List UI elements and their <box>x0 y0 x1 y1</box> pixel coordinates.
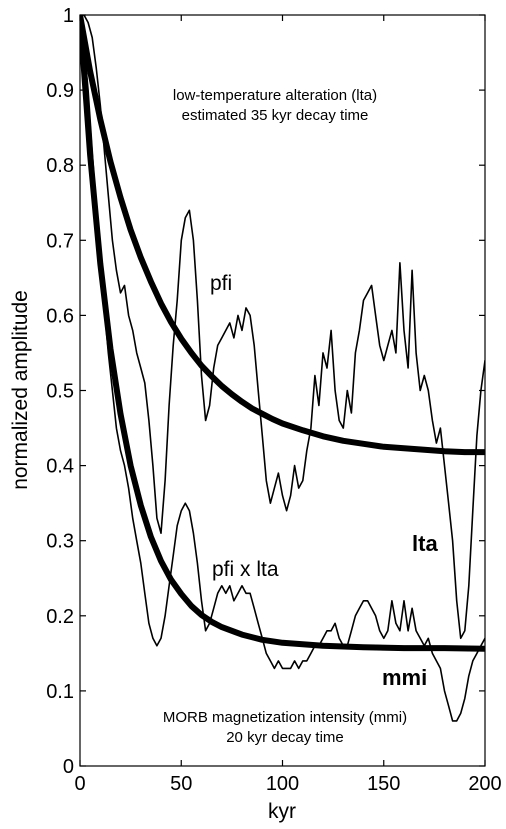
y-tick-label: 0.5 <box>46 381 74 403</box>
lta-series-label: lta <box>412 531 438 556</box>
x-axis: 0 50 100 150 200 <box>74 15 502 795</box>
y-axis-title: normalized amplitude <box>9 290 32 490</box>
y-tick-label: 0.9 <box>46 80 74 102</box>
x-axis-title: kyr <box>268 800 296 823</box>
pfi-x-lta-series-label: pfi x lta <box>212 558 279 581</box>
y-tick-label: 1 <box>63 5 74 27</box>
series-line-pfi <box>80 15 485 640</box>
x-tick-label: 200 <box>468 773 501 795</box>
x-tick-label: 0 <box>74 773 85 795</box>
pfi-series-label: pfi <box>210 272 232 295</box>
y-tick-label: 0.6 <box>46 305 74 327</box>
y-tick-label: 0.2 <box>46 606 74 628</box>
y-tick-label: 0.8 <box>46 155 74 177</box>
series-line-pfi-x-lta <box>80 15 485 722</box>
y-tick-label: 0 <box>63 756 74 778</box>
y-tick-label: 0.1 <box>46 681 74 703</box>
series-layer <box>80 15 485 722</box>
series-line-lta <box>80 15 485 456</box>
y-tick-label: 0.7 <box>46 230 74 252</box>
x-tick-label: 100 <box>266 773 299 795</box>
mmi-annotation-line-2: 20 kyr decay time <box>226 729 344 746</box>
lta-annotation-line-1: low-temperature alteration (lta) <box>173 87 377 104</box>
plot-frame <box>79 14 486 767</box>
y-tick-label: 0.3 <box>46 531 74 553</box>
mmi-series-label: mmi <box>382 665 427 690</box>
y-tick-label: 0.4 <box>46 456 74 478</box>
series-line-mmi <box>80 15 485 652</box>
y-axis: 0 0.1 0.2 0.3 0.4 0.5 0.6 0.7 0.8 0.9 1 <box>46 5 485 778</box>
lta-annotation-line-2: estimated 35 kyr decay time <box>182 107 369 124</box>
x-tick-label: 50 <box>170 773 192 795</box>
x-tick-label: 150 <box>367 773 400 795</box>
mmi-annotation-line-1: MORB magnetization intensity (mmi) <box>163 709 407 726</box>
